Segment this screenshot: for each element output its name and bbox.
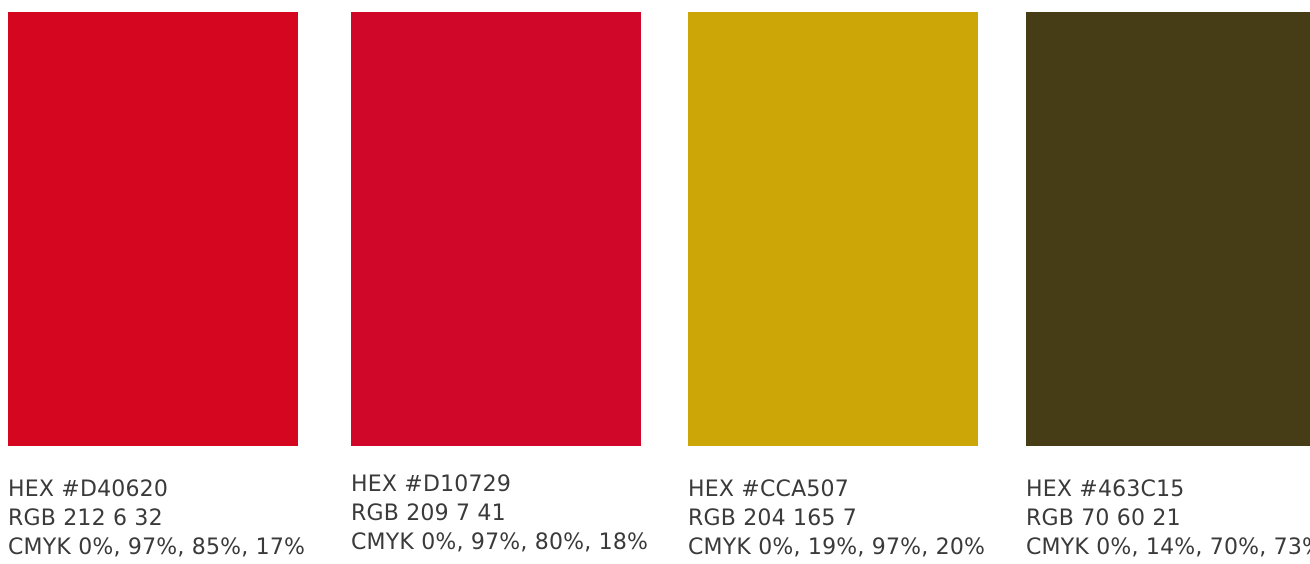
cmyk-value: CMYK 0%, 97%, 80%, 18% [351,530,649,555]
cmyk-value: CMYK 0%, 97%, 85%, 17% [8,535,306,560]
swatch-card-2: HEX #D10729 RGB 209 7 41 CMYK 0%, 97%, 8… [351,0,648,564]
rgb-value: RGB 209 7 41 [351,501,506,526]
swatch-info-4: HEX #463C15 RGB 70 60 21 CMYK 0%, 14%, 7… [1026,475,1310,562]
hex-value: HEX #D10729 [351,472,512,497]
color-swatch-4 [1026,12,1310,446]
hex-value: HEX #463C15 [1026,477,1185,502]
swatch-info-2: HEX #D10729 RGB 209 7 41 CMYK 0%, 97%, 8… [351,470,691,557]
rgb-value: RGB 212 6 32 [8,506,163,531]
hex-value: HEX #CCA507 [688,477,849,502]
swatch-info-1: HEX #D40620 RGB 212 6 32 CMYK 0%, 97%, 8… [8,475,348,562]
cmyk-value: CMYK 0%, 14%, 70%, 73% [1026,535,1310,560]
swatch-card-4: HEX #463C15 RGB 70 60 21 CMYK 0%, 14%, 7… [1026,0,1310,564]
rgb-value: RGB 204 165 7 [688,506,857,531]
swatch-card-3: HEX #CCA507 RGB 204 165 7 CMYK 0%, 19%, … [688,0,985,564]
swatch-card-1: HEX #D40620 RGB 212 6 32 CMYK 0%, 97%, 8… [8,0,305,564]
rgb-value: RGB 70 60 21 [1026,506,1181,531]
swatch-info-3: HEX #CCA507 RGB 204 165 7 CMYK 0%, 19%, … [688,475,1028,562]
color-swatch-1 [8,12,298,446]
color-swatch-3 [688,12,978,446]
color-swatch-2 [351,12,641,446]
hex-value: HEX #D40620 [8,477,169,502]
cmyk-value: CMYK 0%, 19%, 97%, 20% [688,535,986,560]
